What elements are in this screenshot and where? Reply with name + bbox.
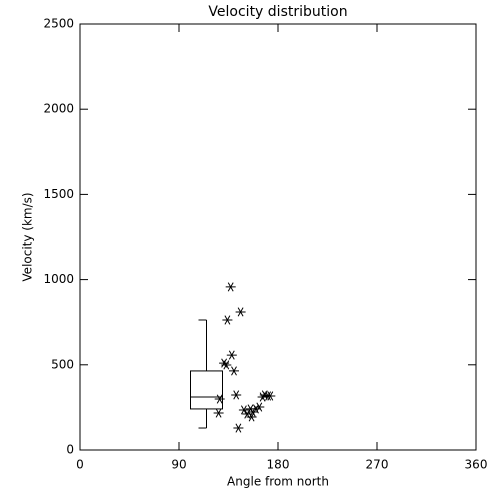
star-strokes: [238, 405, 249, 415]
star-strokes: [259, 390, 270, 400]
y-axis-label: Velocity (km/s): [21, 192, 35, 281]
star-point: [222, 315, 233, 325]
x-tick-label: 360: [465, 458, 488, 472]
star-strokes: [213, 408, 224, 418]
box-body: [190, 370, 223, 410]
x-tick-label: 180: [267, 458, 290, 472]
star-strokes: [214, 394, 225, 404]
star-strokes: [226, 350, 237, 360]
star-point: [214, 394, 225, 404]
star-strokes: [254, 402, 265, 412]
y-tick-label: 2000: [43, 102, 74, 116]
star-point: [226, 350, 237, 360]
star-strokes: [233, 423, 244, 433]
y-tick-label: 1500: [43, 187, 74, 201]
x-axis-label: Angle from north: [227, 475, 329, 489]
star-strokes: [225, 282, 236, 292]
plot-frame: [79, 23, 477, 451]
y-tick-label: 2500: [43, 17, 74, 31]
star-point: [259, 390, 270, 400]
star-point: [233, 423, 244, 433]
star-point: [235, 307, 246, 317]
star-point: [221, 360, 232, 370]
star-strokes: [251, 404, 261, 414]
star-point: [254, 402, 265, 412]
y-tick-label: 500: [51, 357, 74, 371]
chart-title: Velocity distribution: [208, 4, 347, 20]
star-strokes: [222, 315, 233, 325]
star-point: [225, 282, 236, 292]
star-strokes: [235, 307, 246, 317]
star-point: [246, 412, 257, 422]
y-tick-label: 1000: [43, 272, 74, 286]
star-point: [265, 391, 276, 401]
star-strokes: [221, 360, 232, 370]
star-strokes: [231, 390, 242, 400]
star-strokes: [265, 391, 276, 401]
star-point: [238, 405, 249, 415]
x-tick-label: 270: [366, 458, 389, 472]
x-tick-label: 0: [76, 458, 84, 472]
star-strokes: [229, 366, 239, 376]
x-tick-label: 90: [171, 458, 186, 472]
star-point: [229, 366, 239, 376]
star-strokes: [246, 412, 257, 422]
star-point: [251, 404, 261, 414]
star-point: [231, 390, 242, 400]
star-point: [213, 408, 224, 418]
y-tick-label: 0: [66, 443, 74, 457]
